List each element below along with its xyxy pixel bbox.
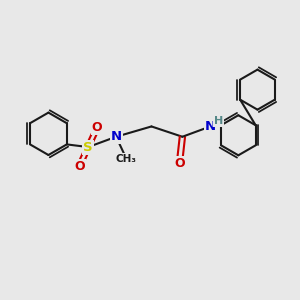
Text: N: N xyxy=(111,130,122,143)
Text: O: O xyxy=(74,160,85,173)
Text: O: O xyxy=(174,157,185,170)
Text: O: O xyxy=(92,122,102,134)
Text: H: H xyxy=(214,116,223,126)
Text: N: N xyxy=(205,120,216,133)
Text: CH₃: CH₃ xyxy=(116,154,137,164)
Text: S: S xyxy=(83,141,93,154)
